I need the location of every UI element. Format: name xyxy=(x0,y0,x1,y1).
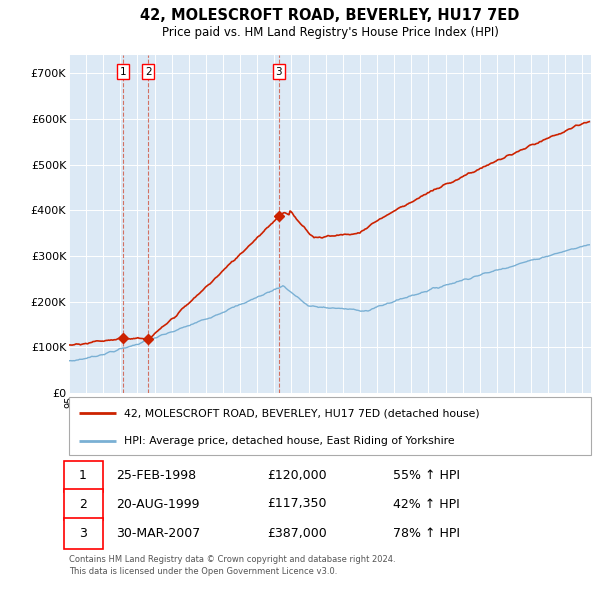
Text: 42, MOLESCROFT ROAD, BEVERLEY, HU17 7ED: 42, MOLESCROFT ROAD, BEVERLEY, HU17 7ED xyxy=(140,8,520,23)
Text: 42% ↑ HPI: 42% ↑ HPI xyxy=(392,497,460,510)
Text: 2: 2 xyxy=(79,497,87,510)
Text: Price paid vs. HM Land Registry's House Price Index (HPI): Price paid vs. HM Land Registry's House … xyxy=(161,26,499,39)
Text: 1: 1 xyxy=(119,67,126,77)
FancyBboxPatch shape xyxy=(69,397,591,455)
Text: Contains HM Land Registry data © Crown copyright and database right 2024.
This d: Contains HM Land Registry data © Crown c… xyxy=(69,555,395,576)
Text: 1: 1 xyxy=(79,469,87,483)
Text: 20-AUG-1999: 20-AUG-1999 xyxy=(116,497,199,510)
Text: £117,350: £117,350 xyxy=(268,497,327,510)
FancyBboxPatch shape xyxy=(64,461,103,491)
Text: 2: 2 xyxy=(145,67,152,77)
Text: 55% ↑ HPI: 55% ↑ HPI xyxy=(392,469,460,483)
Text: HPI: Average price, detached house, East Riding of Yorkshire: HPI: Average price, detached house, East… xyxy=(124,435,454,445)
Text: 3: 3 xyxy=(275,67,282,77)
Text: 30-MAR-2007: 30-MAR-2007 xyxy=(116,526,200,539)
Text: 78% ↑ HPI: 78% ↑ HPI xyxy=(392,526,460,539)
FancyBboxPatch shape xyxy=(64,518,103,549)
Text: £387,000: £387,000 xyxy=(268,526,327,539)
Text: 42, MOLESCROFT ROAD, BEVERLEY, HU17 7ED (detached house): 42, MOLESCROFT ROAD, BEVERLEY, HU17 7ED … xyxy=(124,408,479,418)
FancyBboxPatch shape xyxy=(64,489,103,520)
Text: £120,000: £120,000 xyxy=(268,469,327,483)
Text: 3: 3 xyxy=(79,526,87,539)
Text: 25-FEB-1998: 25-FEB-1998 xyxy=(116,469,196,483)
